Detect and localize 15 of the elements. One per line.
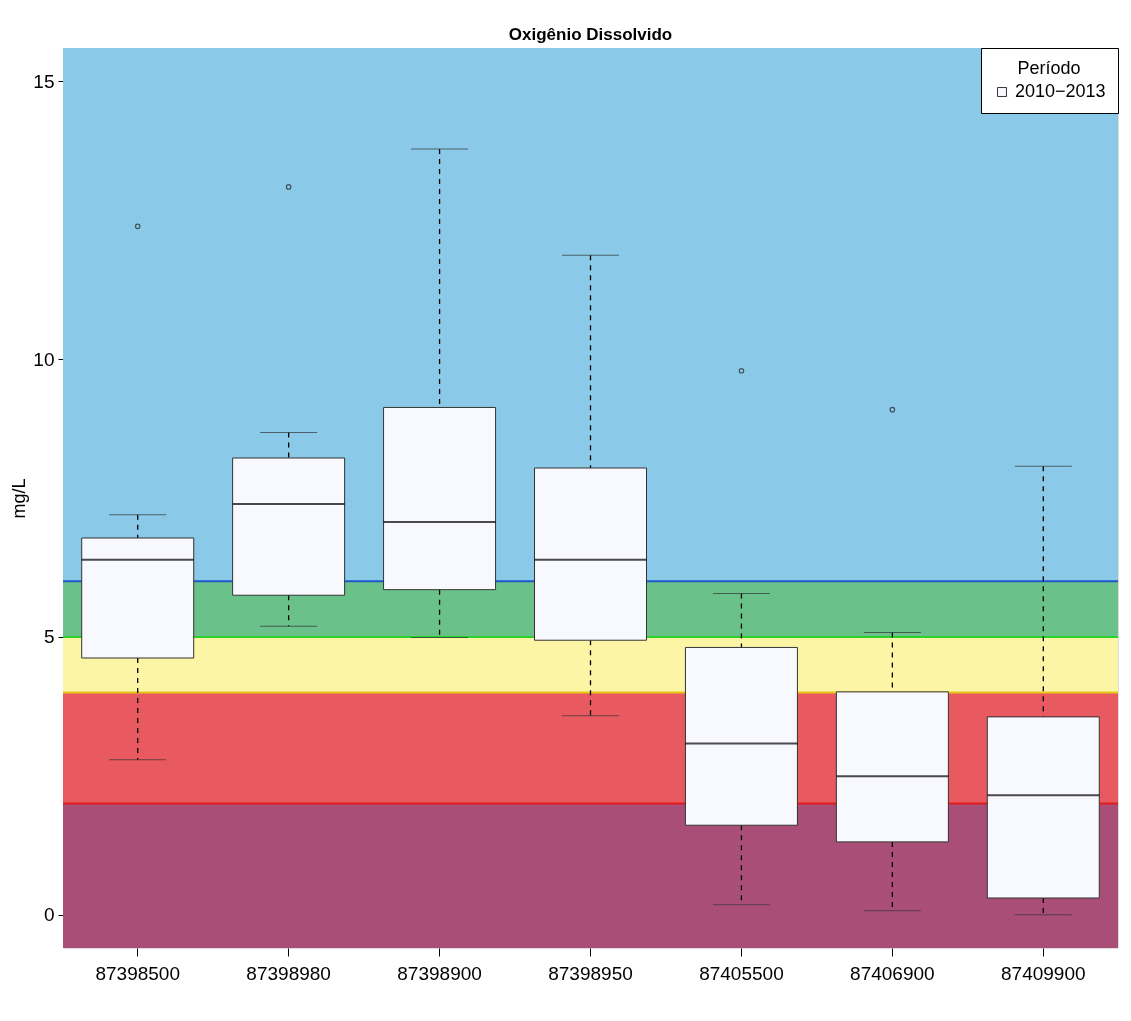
- x-tick-label: 87398980: [246, 962, 331, 984]
- x-tick-label: 87405500: [699, 962, 784, 984]
- x-tick-label: 87398950: [548, 962, 633, 984]
- chart-title: Oxigênio Dissolvido: [508, 24, 673, 44]
- x-tick-label: 87398500: [95, 962, 180, 984]
- y-tick-label: 15: [33, 70, 55, 92]
- y-axis-title: mg/L: [9, 478, 30, 519]
- x-tick-label: 87406900: [850, 962, 935, 984]
- x-tick-label: 87398900: [397, 962, 482, 984]
- y-tick-label: 0: [43, 904, 55, 926]
- legend-label: 2010−2013: [1015, 81, 1106, 101]
- y-tick-label: 10: [33, 348, 55, 370]
- y-tick-label: 5: [43, 626, 55, 648]
- x-tick-label: 87409900: [1001, 962, 1086, 984]
- legend-title: Período: [1017, 58, 1081, 78]
